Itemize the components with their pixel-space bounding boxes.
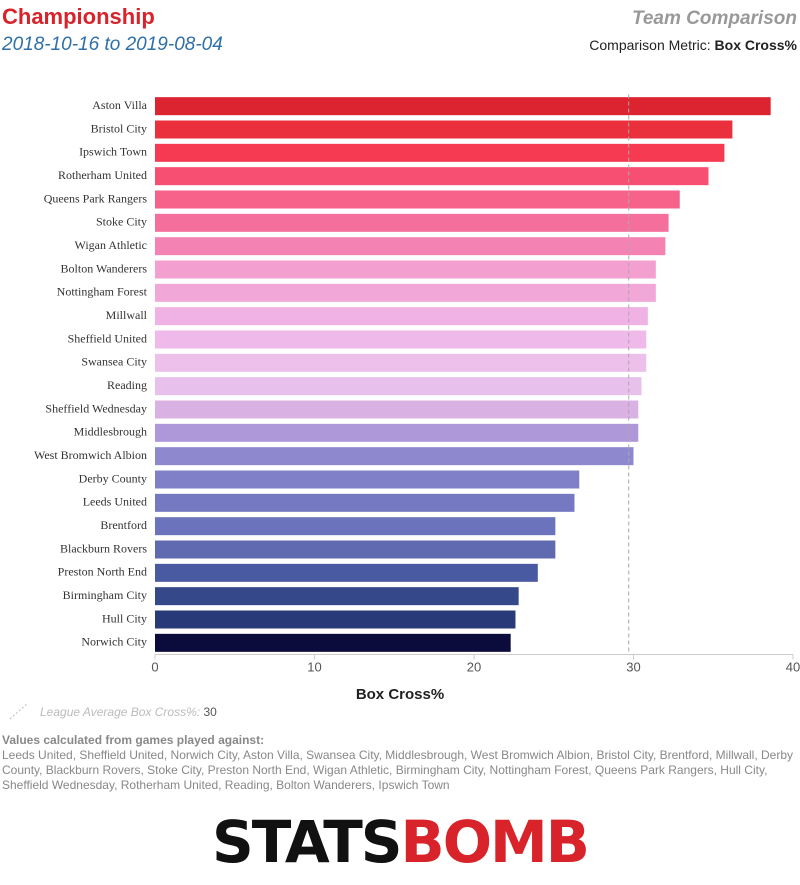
bar [155,353,647,372]
bar [155,190,680,209]
bar [155,330,647,349]
y-tick-label: Ipswich Town [79,145,147,159]
y-tick-label: West Bromwich Albion [34,448,147,462]
x-axis-title: Box Cross% [356,686,444,703]
y-tick-label: Sheffield Wednesday [45,401,147,415]
logo-left: STATS [212,808,401,876]
y-tick-label: Swansea City [81,355,147,369]
bar [155,143,725,162]
y-tick-label: Preston North End [58,565,147,579]
y-tick-label: Nottingham Forest [57,285,148,299]
y-tick-label: Birmingham City [63,588,147,602]
x-tick-label: 0 [151,660,158,675]
metric: Comparison Metric: Box Cross% [589,37,797,53]
bar [155,423,639,442]
bar [155,610,516,629]
x-tick-label: 10 [307,660,321,675]
y-tick-label: Brentford [100,518,147,532]
bar [155,120,733,139]
legend-text: League Average Box Cross%: 30 [40,705,217,719]
legend-value: 30 [203,705,217,719]
chart-title: Championship [2,4,155,29]
bar [155,260,656,279]
y-tick-label: Middlesbrough [74,425,147,439]
bar [155,377,642,396]
bar [155,213,669,232]
y-tick-label: Norwich City [81,635,147,649]
bar [155,307,648,326]
note: Values calculated from games played agai… [2,733,800,793]
bar [155,563,538,582]
bar [155,283,656,302]
bar [155,400,639,419]
bar [155,517,556,536]
x-tick-label: 30 [626,660,640,675]
logo: STATSBOMB [212,808,588,876]
metric-label: Comparison Metric: [589,37,710,53]
bar [155,540,556,559]
bar [155,97,771,116]
metric-name: Box Cross% [715,37,798,53]
y-tick-label: Bolton Wanderers [61,261,148,275]
legend-label: League Average Box Cross%: [40,705,200,719]
y-tick-label: Wigan Athletic [75,238,148,252]
y-tick-label: Reading [107,378,147,392]
y-tick-label: Rotherham United [58,168,147,182]
chart-subtitle: 2018-10-16 to 2019-08-04 [1,34,223,55]
y-tick-label: Sheffield United [68,331,147,345]
legend-icon [9,702,29,720]
y-tick-label: Leeds United [83,495,147,509]
x-tick-label: 20 [467,660,481,675]
bar [155,167,709,186]
note-title: Values calculated from games played agai… [2,733,265,747]
y-tick-label: Hull City [102,611,147,625]
y-tick-label: Derby County [79,471,147,485]
y-tick-label: Blackburn Rovers [60,541,147,555]
bar [155,237,666,256]
logo-right: BOMB [401,808,588,876]
y-tick-label: Stoke City [96,215,147,229]
bar [155,447,634,466]
note-text: Leeds United, Sheffield United, Norwich … [2,748,793,792]
bar [155,493,575,512]
y-tick-label: Aston Villa [92,98,147,112]
y-tick-label: Queens Park Rangers [44,191,148,205]
y-tick-label: Millwall [106,308,148,322]
y-tick-label: Bristol City [91,121,147,135]
bar [155,470,580,489]
bar [155,587,519,606]
x-tick-label: 40 [786,660,800,675]
right-title: Team Comparison [632,8,797,29]
bar [155,633,511,652]
